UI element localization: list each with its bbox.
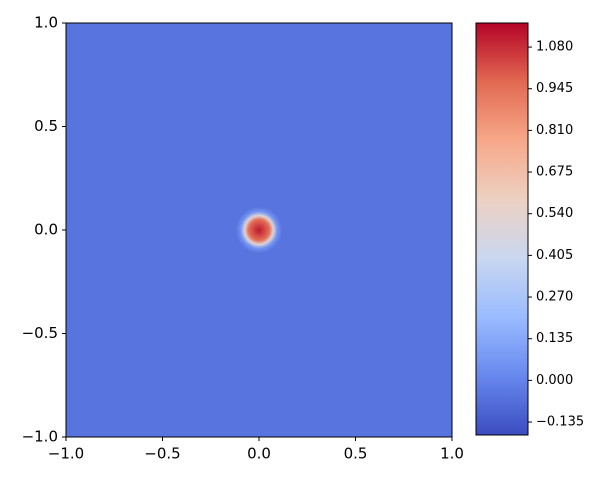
colorbar-tick-label: 0.540	[536, 206, 573, 221]
colorbar-tick-label: 1.080	[536, 40, 573, 55]
colorbar-body	[475, 22, 529, 436]
peak	[235, 206, 283, 254]
colorbar-tick-label: 0.270	[536, 290, 573, 305]
colorbar-tick-label: 0.135	[536, 331, 573, 346]
colorbar-tick-label: −0.135	[536, 415, 584, 430]
x-tick-label: 0.5	[344, 445, 368, 463]
colorbar-tick-label: 0.675	[536, 165, 573, 180]
colorbar-tick-label: 0.810	[536, 123, 573, 138]
y-tick-label: −1.0	[22, 428, 58, 446]
colorbar-tick-label: 0.405	[536, 248, 573, 263]
colorbar: −0.135 0.000 0.135 0.270 0.405 0.540 0.675 0.81…	[475, 22, 584, 436]
y-tick-label: 0.0	[34, 221, 58, 239]
x-tick-label: 1.0	[440, 445, 464, 463]
y-tick-label: 1.0	[34, 14, 58, 32]
y-tick-label: 0.5	[34, 117, 58, 135]
x-tick-label: −0.5	[144, 445, 180, 463]
colorbar-tick-label: 0.000	[536, 373, 573, 388]
x-tick-label: 0.0	[247, 445, 271, 463]
y-tick-label: −0.5	[22, 324, 58, 342]
colorbar-tick-label: 0.945	[536, 81, 573, 96]
x-tick-label: −1.0	[48, 445, 84, 463]
